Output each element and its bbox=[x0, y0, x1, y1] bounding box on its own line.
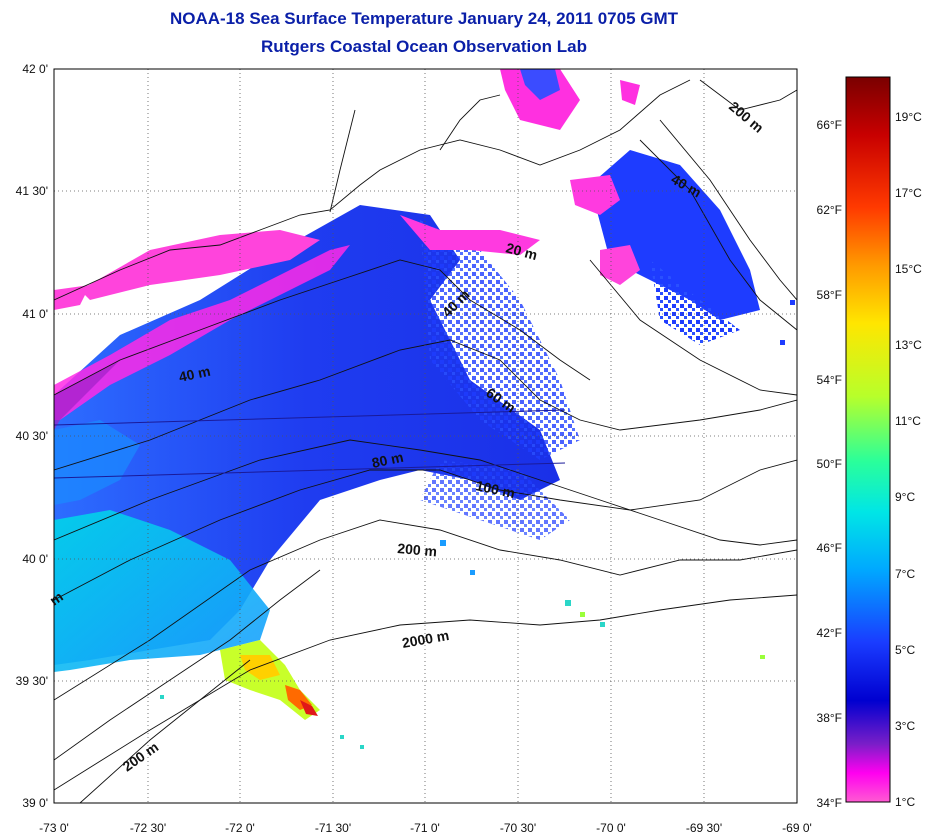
f-label: 66°F bbox=[817, 118, 842, 132]
c-label: 17°C bbox=[895, 186, 922, 200]
c-label: 11°C bbox=[895, 414, 921, 428]
colorbar-gradient bbox=[845, 76, 891, 803]
y-tick-label: 40 0' bbox=[22, 552, 48, 566]
c-label: 13°C bbox=[895, 338, 922, 352]
f-label: 38°F bbox=[817, 711, 842, 725]
map-subtitle: Rutgers Coastal Ocean Observation Lab bbox=[261, 37, 587, 56]
f-label: 54°F bbox=[817, 373, 842, 387]
contour-label: 200 m bbox=[120, 739, 162, 775]
x-tick-label: -69 0' bbox=[782, 821, 812, 835]
x-axis-ticks: -73 0' -72 30' -72 0' -71 30' -71 0' -70… bbox=[39, 821, 812, 835]
x-tick-label: -70 0' bbox=[596, 821, 626, 835]
c-label: 3°C bbox=[895, 719, 915, 733]
f-label: 62°F bbox=[817, 203, 842, 217]
contour-label: 40 m bbox=[177, 363, 212, 385]
x-tick-label: -72 0' bbox=[225, 821, 255, 835]
x-tick-label: -71 30' bbox=[315, 821, 351, 835]
c-label: 19°C bbox=[895, 110, 922, 124]
celsius-scale: 19°C 17°C 15°C 13°C 11°C 9°C 7°C 5°C 3°C… bbox=[895, 110, 922, 809]
fahrenheit-scale: 66°F 62°F 58°F 54°F 50°F 46°F 42°F 38°F … bbox=[817, 118, 842, 810]
contour-label: 200 m bbox=[726, 98, 767, 136]
c-label: 1°C bbox=[895, 795, 915, 809]
c-label: 5°C bbox=[895, 643, 915, 657]
x-tick-label: -70 30' bbox=[500, 821, 536, 835]
contour-label: 80 m bbox=[370, 449, 405, 471]
x-tick-label: -72 30' bbox=[130, 821, 166, 835]
sst-data-layer bbox=[54, 69, 795, 749]
y-tick-label: 40 30' bbox=[16, 429, 48, 443]
x-tick-label: -71 0' bbox=[410, 821, 440, 835]
x-tick-label: -73 0' bbox=[39, 821, 69, 835]
contour-lines bbox=[54, 79, 797, 803]
y-tick-label: 41 30' bbox=[16, 184, 48, 198]
c-label: 9°C bbox=[895, 490, 915, 504]
x-tick-label: -69 30' bbox=[686, 821, 722, 835]
map-frame bbox=[53, 68, 798, 804]
contour-label: 20 m bbox=[504, 239, 539, 263]
f-label: 34°F bbox=[817, 796, 842, 810]
y-tick-label: 41 0' bbox=[22, 307, 48, 321]
c-label: 15°C bbox=[895, 262, 922, 276]
y-axis-ticks: 42 0' 41 30' 41 0' 40 30' 40 0' 39 30' 3… bbox=[16, 62, 48, 810]
temperature-colorbar: 66°F 62°F 58°F 54°F 50°F 46°F 42°F 38°F … bbox=[817, 76, 922, 810]
f-label: 50°F bbox=[817, 457, 842, 471]
contour-label: 200 m bbox=[397, 540, 438, 559]
c-label: 7°C bbox=[895, 567, 915, 581]
map-title: NOAA-18 Sea Surface Temperature January … bbox=[169, 9, 679, 28]
y-tick-label: 39 30' bbox=[16, 674, 48, 688]
transect-lines bbox=[53, 409, 566, 479]
f-label: 42°F bbox=[817, 626, 842, 640]
f-label: 46°F bbox=[817, 541, 842, 555]
y-tick-label: 39 0' bbox=[22, 796, 48, 810]
contour-label: 2000 m bbox=[401, 627, 451, 651]
f-label: 58°F bbox=[817, 288, 842, 302]
y-tick-label: 42 0' bbox=[22, 62, 48, 76]
